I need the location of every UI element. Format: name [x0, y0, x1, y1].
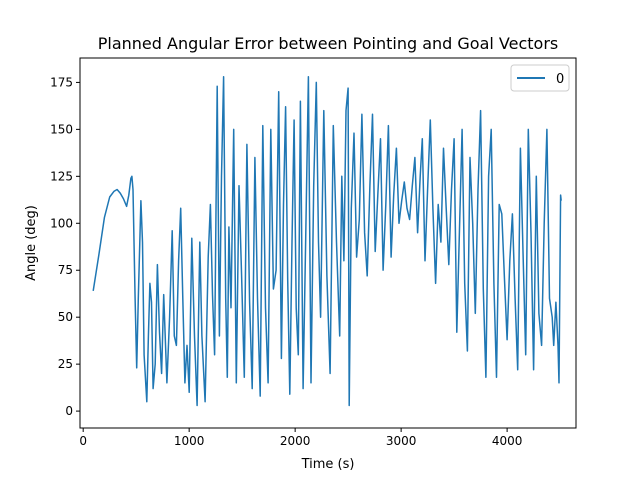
y-tick-label: 125	[50, 169, 73, 183]
legend-label-0: 0	[556, 72, 564, 87]
y-axis-ticks: 0 25 50 75 100 125 150 175	[50, 75, 80, 418]
y-tick-label: 50	[58, 310, 73, 324]
x-tick-label: 4000	[492, 434, 523, 448]
y-tick-label: 0	[65, 404, 73, 418]
x-tick-label: 2000	[280, 434, 311, 448]
plot-area	[79, 57, 577, 429]
y-tick-label: 75	[58, 263, 73, 277]
x-tick-label: 1000	[174, 434, 205, 448]
y-tick-label: 100	[50, 216, 73, 230]
axes-frame	[79, 57, 577, 429]
series-line-0	[92, 76, 562, 407]
legend: 0	[510, 64, 570, 92]
x-axis-label: Time (s)	[301, 457, 355, 472]
x-tick-label: 0	[79, 434, 87, 448]
y-tick-label: 175	[50, 75, 73, 89]
series-layer	[92, 76, 562, 407]
x-axis-ticks: 0 1000 2000 3000 4000	[79, 428, 522, 448]
y-axis-label: Angle (deg)	[24, 205, 39, 281]
y-tick-label: 25	[58, 357, 73, 371]
chart-title: Planned Angular Error between Pointing a…	[98, 34, 559, 53]
y-tick-label: 150	[50, 122, 73, 136]
x-tick-label: 3000	[386, 434, 417, 448]
